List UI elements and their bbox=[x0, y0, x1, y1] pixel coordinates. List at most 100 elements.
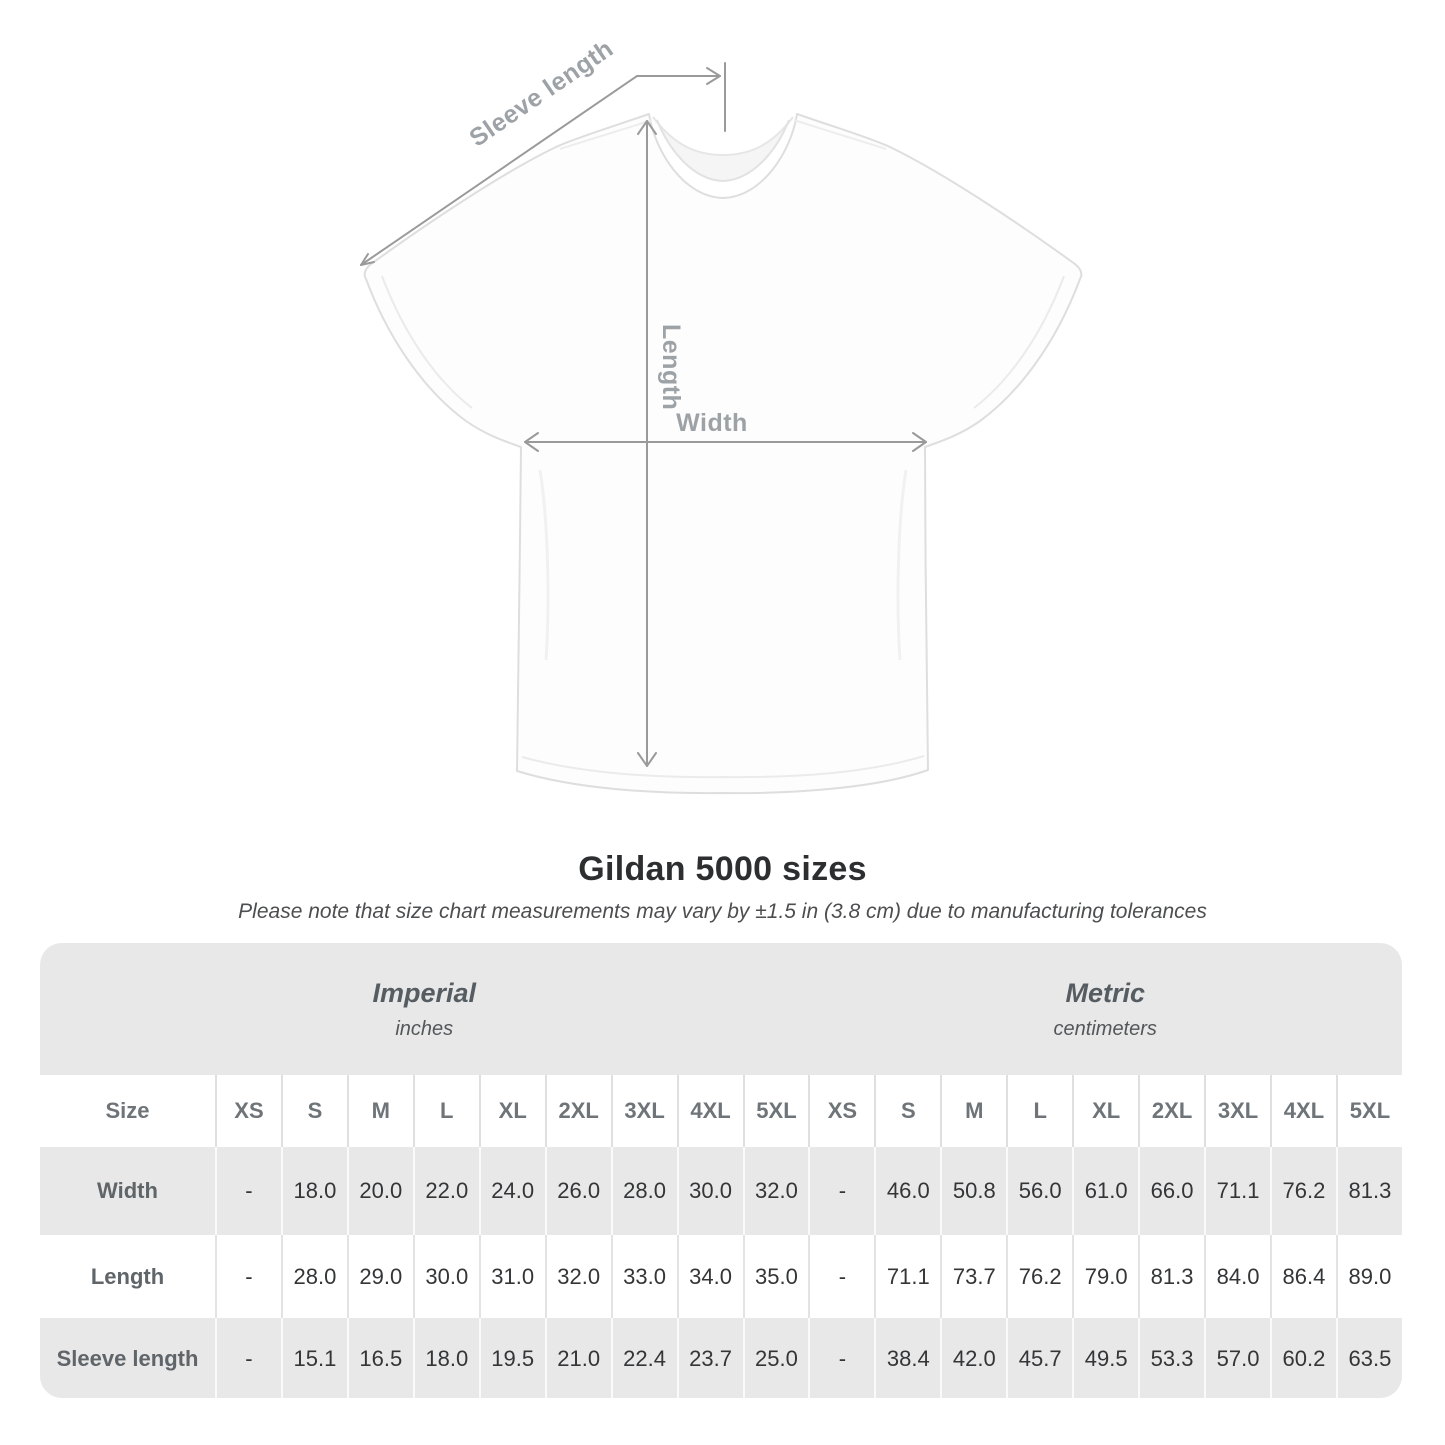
metric-sublabel: centimeters bbox=[1053, 1017, 1157, 1040]
collar-band-seam bbox=[656, 119, 790, 183]
heading-block: Gildan 5000 sizes Please note that size … bbox=[0, 850, 1445, 924]
value-cell: 32.0 bbox=[742, 1147, 809, 1235]
right-shoulder-seam bbox=[793, 119, 887, 150]
left-shoulder-seam bbox=[559, 119, 653, 150]
size-cell: L bbox=[1006, 1075, 1073, 1147]
imperial-label: Imperial bbox=[372, 977, 476, 1008]
value-cell: - bbox=[808, 1318, 875, 1398]
value-cell: 20.0 bbox=[346, 1147, 413, 1235]
value-cell: 73.7 bbox=[940, 1235, 1007, 1318]
value-cell: 18.0 bbox=[412, 1318, 479, 1398]
page-title: Gildan 5000 sizes bbox=[578, 850, 867, 888]
row-label: Length bbox=[40, 1235, 215, 1318]
value-cell: 84.0 bbox=[1204, 1235, 1270, 1318]
size-cell: 4XL bbox=[1270, 1075, 1336, 1147]
value-cell: - bbox=[215, 1147, 281, 1235]
back-collar-seam bbox=[652, 116, 794, 157]
value-cell: 81.3 bbox=[1138, 1235, 1205, 1318]
size-cell: 5XL bbox=[1335, 1075, 1402, 1147]
value-cell: 28.0 bbox=[610, 1147, 677, 1235]
tshirt-measurement-diagram: Sleeve length Length Width bbox=[360, 34, 1083, 795]
tshirt-outline bbox=[363, 113, 1083, 795]
size-cell: 2XL bbox=[1138, 1075, 1205, 1147]
length-row: Length - 28.0 29.0 30.0 31.0 32.0 33.0 3… bbox=[40, 1235, 1402, 1318]
row-label: Width bbox=[40, 1147, 215, 1235]
value-cell: 15.1 bbox=[280, 1318, 347, 1398]
value-cell: 76.2 bbox=[1270, 1147, 1336, 1235]
value-cell: 23.7 bbox=[676, 1318, 743, 1398]
value-cell: 25.0 bbox=[742, 1318, 809, 1398]
value-cell: 71.1 bbox=[874, 1235, 941, 1318]
size-cell: L bbox=[412, 1075, 479, 1147]
length-arrow bbox=[637, 120, 657, 767]
value-cell: 19.5 bbox=[478, 1318, 545, 1398]
value-cell: 30.0 bbox=[412, 1235, 479, 1318]
value-cell: 21.0 bbox=[544, 1318, 611, 1398]
value-cell: 26.0 bbox=[544, 1147, 611, 1235]
value-cell: 86.4 bbox=[1270, 1235, 1336, 1318]
unit-group-imperial: Imperial inches bbox=[40, 943, 809, 1075]
size-cell: M bbox=[346, 1075, 413, 1147]
size-corner-label: Size bbox=[40, 1075, 215, 1147]
value-cell: 38.4 bbox=[874, 1318, 941, 1398]
value-cell: 50.8 bbox=[940, 1147, 1007, 1235]
width-label: Width bbox=[676, 409, 748, 437]
row-label: Sleeve length bbox=[40, 1318, 215, 1398]
metric-label: Metric bbox=[1065, 977, 1145, 1008]
value-cell: 46.0 bbox=[874, 1147, 941, 1235]
value-cell: 56.0 bbox=[1006, 1147, 1073, 1235]
width-row: Width - 18.0 20.0 22.0 24.0 26.0 28.0 30… bbox=[40, 1147, 1402, 1235]
size-cell: XS bbox=[808, 1075, 875, 1147]
unit-group-metric: Metric centimeters bbox=[808, 943, 1402, 1075]
size-cell: M bbox=[940, 1075, 1007, 1147]
length-label: Length bbox=[657, 324, 685, 410]
value-cell: 61.0 bbox=[1072, 1147, 1139, 1235]
value-cell: 28.0 bbox=[280, 1235, 347, 1318]
value-cell: 63.5 bbox=[1335, 1318, 1402, 1398]
size-cell: 4XL bbox=[676, 1075, 743, 1147]
left-cuff-seam bbox=[381, 275, 473, 409]
value-cell: 33.0 bbox=[610, 1235, 677, 1318]
value-cell: 42.0 bbox=[940, 1318, 1007, 1398]
value-cell: 49.5 bbox=[1072, 1318, 1139, 1398]
value-cell: 71.1 bbox=[1204, 1147, 1270, 1235]
size-cell: 3XL bbox=[1204, 1075, 1270, 1147]
size-header-row: Size XS S M L XL 2XL 3XL 4XL 5XL XS S M … bbox=[40, 1075, 1402, 1147]
value-cell: 60.2 bbox=[1270, 1318, 1336, 1398]
value-cell: 53.3 bbox=[1138, 1318, 1205, 1398]
value-cell: 81.3 bbox=[1335, 1147, 1402, 1235]
imperial-sublabel: inches bbox=[395, 1017, 454, 1040]
size-cell: 5XL bbox=[742, 1075, 809, 1147]
value-cell: 35.0 bbox=[742, 1235, 809, 1318]
right-fold-shading bbox=[896, 469, 908, 661]
value-cell: - bbox=[808, 1235, 875, 1318]
unit-band-row: Imperial inches Metric centimeters bbox=[40, 943, 1402, 1075]
size-cell: XL bbox=[1072, 1075, 1139, 1147]
size-chart-container: Imperial inches Metric centimeters Size … bbox=[40, 943, 1402, 1398]
value-cell: 76.2 bbox=[1006, 1235, 1073, 1318]
width-arrow bbox=[524, 432, 927, 452]
value-cell: 22.4 bbox=[610, 1318, 677, 1398]
size-cell: 3XL bbox=[610, 1075, 677, 1147]
value-cell: 30.0 bbox=[676, 1147, 743, 1235]
size-cell: S bbox=[280, 1075, 347, 1147]
right-cuff-seam bbox=[973, 275, 1065, 409]
size-cell: S bbox=[874, 1075, 941, 1147]
value-cell: 45.7 bbox=[1006, 1318, 1073, 1398]
size-cell: XL bbox=[478, 1075, 545, 1147]
value-cell: - bbox=[215, 1235, 281, 1318]
value-cell: 66.0 bbox=[1138, 1147, 1205, 1235]
value-cell: 18.0 bbox=[280, 1147, 347, 1235]
value-cell: - bbox=[215, 1318, 281, 1398]
value-cell: 31.0 bbox=[478, 1235, 545, 1318]
value-cell: 34.0 bbox=[676, 1235, 743, 1318]
value-cell: 89.0 bbox=[1335, 1235, 1402, 1318]
value-cell: 16.5 bbox=[346, 1318, 413, 1398]
value-cell: 22.0 bbox=[412, 1147, 479, 1235]
left-fold-shading bbox=[538, 469, 550, 661]
tolerance-note: Please note that size chart measurements… bbox=[238, 900, 1207, 923]
hem-seam bbox=[521, 755, 925, 779]
value-cell: 32.0 bbox=[544, 1235, 611, 1318]
sleeve-length-arrow bbox=[360, 62, 726, 266]
